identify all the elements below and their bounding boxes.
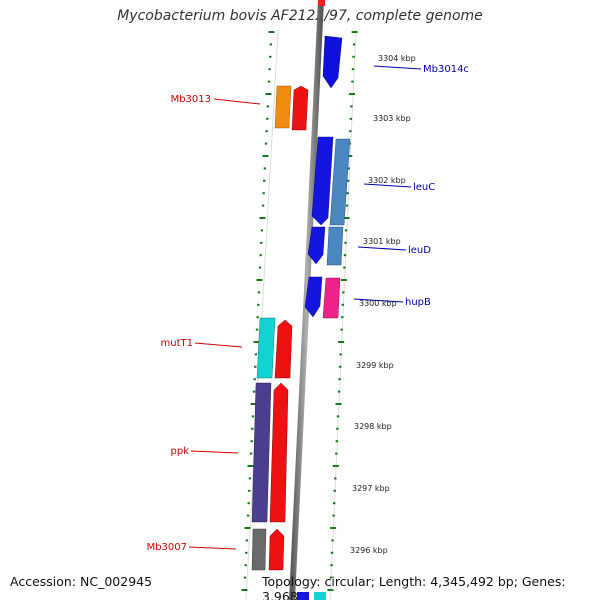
label-mutt1: mutT1 — [161, 338, 193, 349]
label-mb3014c: Mb3014c — [423, 64, 469, 75]
gene-mb3007 — [251, 528, 267, 571]
scale-3304: 3304 kbp — [378, 54, 416, 63]
scale-3301: 3301 kbp — [363, 237, 401, 246]
scale-3303: 3303 kbp — [373, 114, 411, 123]
callout-mutt1 — [194, 342, 243, 348]
gene-mb3013-forward — [291, 85, 309, 131]
label-leuc: leuC — [413, 182, 435, 193]
callout-ppk — [190, 450, 239, 454]
scale-ticks-left — [241, 31, 275, 591]
gene-ppk-forward — [269, 382, 289, 523]
gene-mb3013 — [274, 85, 292, 129]
gene-hupb — [304, 276, 323, 318]
label-mb3013: Mb3013 — [171, 94, 211, 105]
gene-mb3007-forward — [268, 528, 285, 571]
gene-leud — [307, 226, 326, 265]
label-mb3007: Mb3007 — [147, 542, 187, 553]
scale-3297: 3297 kbp — [352, 484, 390, 493]
label-hupb: hupB — [405, 297, 431, 308]
scale-3302: 3302 kbp — [368, 176, 406, 185]
gene-leuc — [311, 136, 334, 226]
scale-3299: 3299 kbp — [356, 361, 394, 370]
callout-mb3013 — [213, 98, 261, 105]
scale-3300: 3300 kbp — [359, 299, 397, 308]
scale-3298: 3298 kbp — [354, 422, 392, 431]
gene-ppk — [251, 382, 272, 523]
callout-hupb — [353, 298, 404, 303]
gene-leud-light — [326, 226, 344, 266]
gene-bottom-partial-blue — [297, 592, 309, 600]
gene-mutt1 — [256, 317, 276, 379]
gene-mutt1-forward — [274, 319, 293, 379]
gene-mb3014c — [322, 35, 343, 89]
gene-hupb-pink — [322, 277, 341, 319]
map-title: Mycobacterium bovis AF2122/97, complete … — [117, 8, 483, 24]
callout-mb3007 — [188, 546, 237, 550]
label-leud: leuD — [408, 245, 431, 256]
gene-bottom-partial-cyan — [314, 592, 326, 600]
gene-leuc-light — [329, 138, 351, 226]
gene-top-partial — [318, 0, 325, 6]
topology-label: Topology: circular; Length: 4,345,492 bp… — [262, 574, 566, 600]
callout-leuc — [363, 183, 412, 188]
scale-3296: 3296 kbp — [350, 546, 388, 555]
accession-label: Accession: NC_002945 — [10, 574, 153, 589]
callout-leud — [357, 246, 407, 251]
label-ppk: ppk — [171, 446, 190, 457]
callout-mb3014c — [373, 65, 422, 70]
outer-track-right — [329, 29, 357, 600]
